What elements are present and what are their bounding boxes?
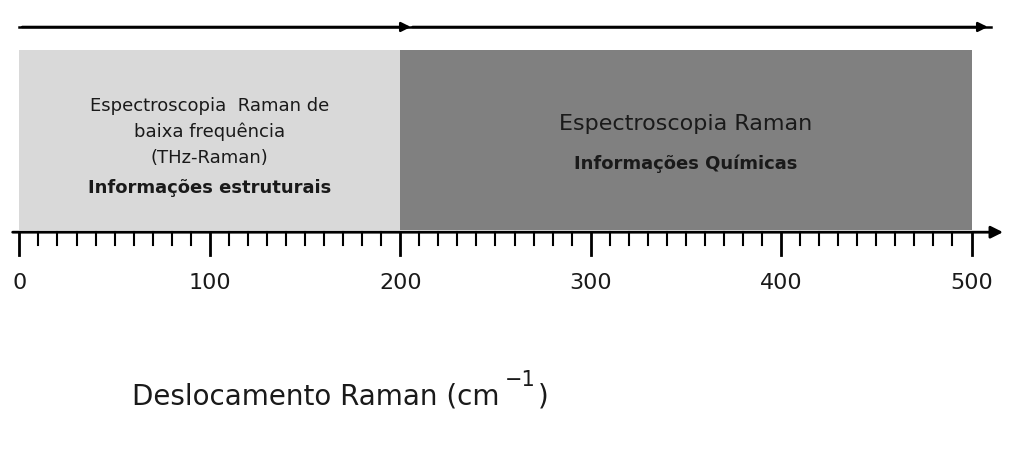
- Text: Espectroscopia  Raman de: Espectroscopia Raman de: [91, 97, 329, 115]
- Text: ): ): [537, 382, 548, 410]
- Text: Informações Químicas: Informações Químicas: [574, 154, 797, 173]
- Text: Espectroscopia Raman: Espectroscopia Raman: [559, 114, 813, 134]
- Text: 500: 500: [950, 273, 993, 293]
- Text: (THz-Raman): (THz-Raman): [151, 149, 269, 167]
- Text: 100: 100: [188, 273, 232, 293]
- Text: 400: 400: [759, 273, 803, 293]
- Text: Deslocamento Raman (cm: Deslocamento Raman (cm: [132, 382, 499, 410]
- Text: baixa frequência: baixa frequência: [134, 123, 285, 141]
- Bar: [400, 50, 971, 230]
- Text: 0: 0: [12, 273, 27, 293]
- Text: −1: −1: [505, 371, 536, 390]
- Text: 300: 300: [569, 273, 612, 293]
- Text: 200: 200: [379, 273, 422, 293]
- Bar: [20, 50, 400, 230]
- Text: Informações estruturais: Informações estruturais: [88, 179, 331, 198]
